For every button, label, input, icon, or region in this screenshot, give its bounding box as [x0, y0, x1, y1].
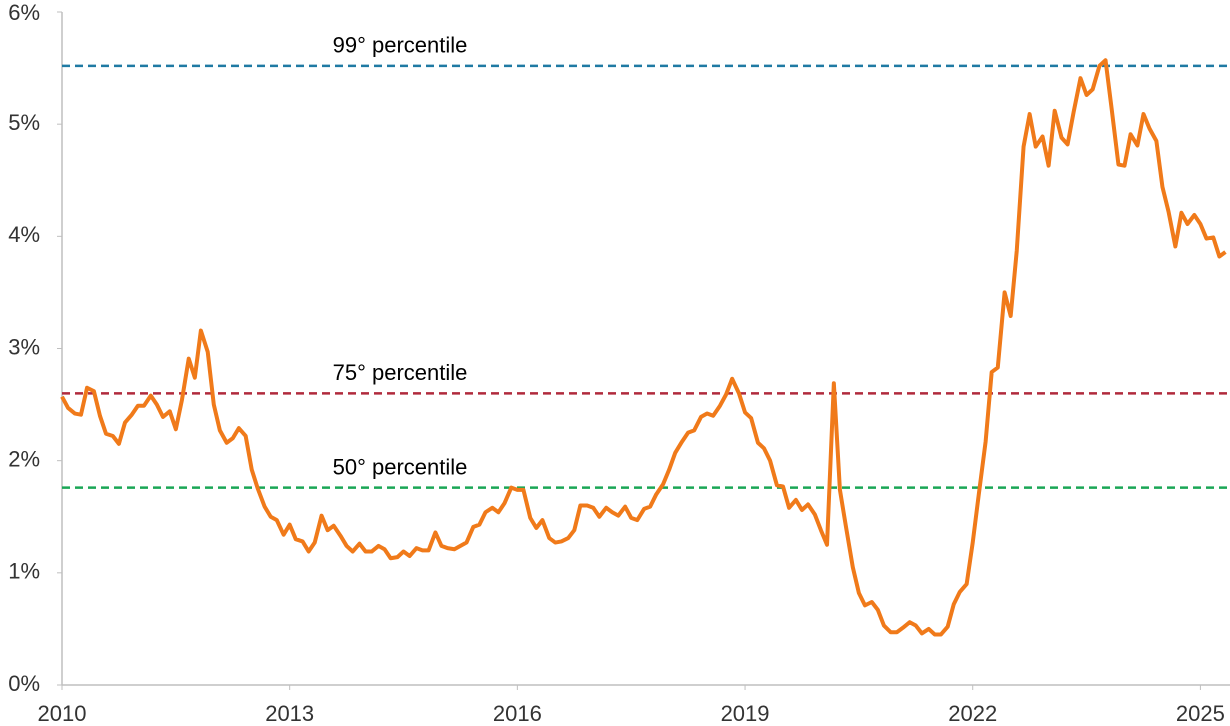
y-tick-label: 4%	[8, 222, 40, 247]
x-tick-label: 2013	[265, 701, 314, 726]
x-tick-label: 2019	[721, 701, 770, 726]
data-line	[60, 58, 1227, 637]
y-tick-label: 2%	[8, 446, 40, 471]
x-tick-label: 2025	[1176, 701, 1225, 726]
y-tick-label: 0%	[8, 671, 40, 696]
reference-label: 99° percentile	[333, 33, 468, 58]
y-tick-label: 5%	[8, 110, 40, 135]
reference-label: 50° percentile	[333, 454, 468, 479]
x-tick-label: 2010	[38, 701, 87, 726]
y-tick-label: 3%	[8, 334, 40, 359]
y-tick-label: 1%	[8, 559, 40, 584]
reference-label: 75° percentile	[333, 360, 468, 385]
x-tick-label: 2022	[948, 701, 997, 726]
y-tick-label: 6%	[8, 0, 40, 25]
x-tick-label: 2016	[493, 701, 542, 726]
